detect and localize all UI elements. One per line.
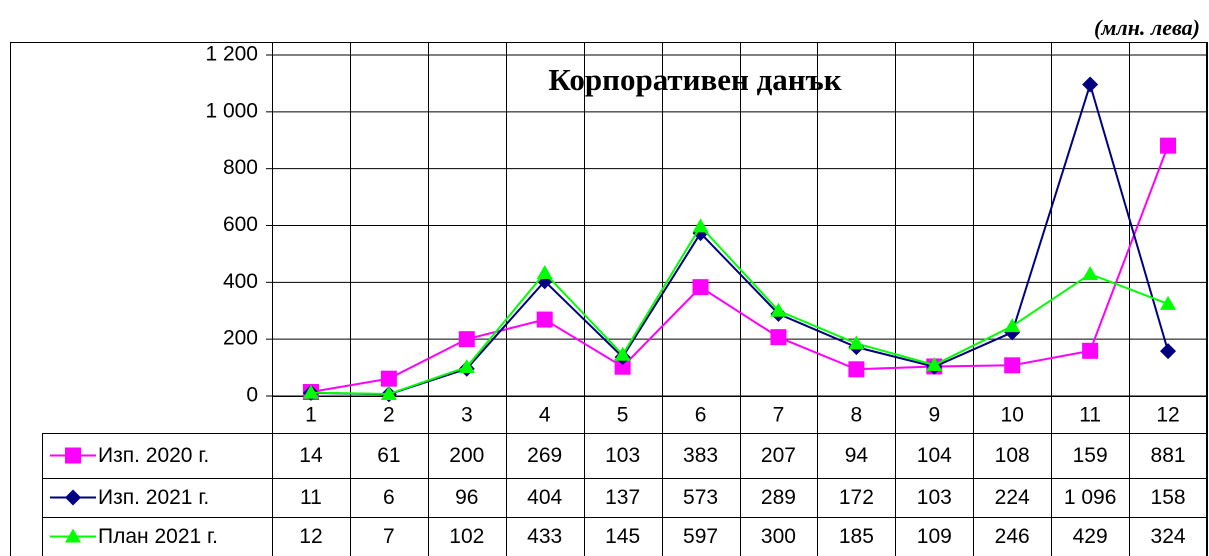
legend-label: Изп. 2020 г. bbox=[98, 444, 209, 467]
table-value: 96 bbox=[455, 486, 478, 509]
y-tick-label: 400 bbox=[223, 270, 258, 293]
marker bbox=[1004, 357, 1021, 374]
marker bbox=[848, 335, 865, 350]
x-tick-label: 9 bbox=[928, 404, 940, 427]
marker bbox=[458, 331, 475, 348]
table-value: 61 bbox=[377, 444, 400, 467]
table-value: 172 bbox=[839, 486, 874, 509]
series-line bbox=[310, 224, 1169, 396]
legend-label: План 2021 г. bbox=[98, 525, 218, 548]
table-value: 324 bbox=[1151, 525, 1186, 548]
table-value: 12 bbox=[299, 525, 322, 548]
marker bbox=[536, 311, 553, 328]
table-value: 200 bbox=[449, 444, 484, 467]
table-value: 14 bbox=[299, 444, 323, 467]
table-value: 7 bbox=[383, 525, 395, 548]
table-value: 404 bbox=[527, 486, 562, 509]
table-value: 158 bbox=[1151, 486, 1186, 509]
table-value: 289 bbox=[761, 486, 796, 509]
table-value: 224 bbox=[995, 486, 1030, 509]
table-value: 246 bbox=[995, 525, 1030, 548]
y-tick-label: 800 bbox=[223, 156, 258, 179]
series-line bbox=[310, 145, 1169, 394]
marker bbox=[536, 264, 553, 279]
y-tick-label: 1 200 bbox=[205, 43, 258, 66]
x-tick-label: 8 bbox=[851, 404, 863, 427]
marker bbox=[1082, 342, 1099, 359]
marker bbox=[1160, 343, 1177, 360]
marker bbox=[1160, 137, 1177, 154]
x-tick-label: 5 bbox=[617, 404, 629, 427]
marker bbox=[65, 489, 81, 506]
table-value: 11 bbox=[300, 486, 322, 509]
table-value: 185 bbox=[839, 525, 874, 548]
table-value: 597 bbox=[683, 525, 718, 548]
x-tick-label: 12 bbox=[1156, 404, 1179, 427]
table-value: 94 bbox=[845, 444, 869, 467]
table-value: 429 bbox=[1073, 525, 1108, 548]
legend-label: Изп. 2021 г. bbox=[98, 486, 209, 509]
x-tick-label: 7 bbox=[773, 404, 785, 427]
marker bbox=[65, 528, 81, 543]
y-tick-label: 0 bbox=[246, 384, 258, 407]
table-value: 1 096 bbox=[1064, 486, 1117, 509]
x-tick-label: 11 bbox=[1079, 404, 1101, 427]
marker bbox=[848, 361, 865, 378]
marker bbox=[380, 386, 397, 401]
table-value: 300 bbox=[761, 525, 796, 548]
x-tick-label: 4 bbox=[539, 404, 551, 427]
table-value: 269 bbox=[527, 444, 562, 467]
table-value: 6 bbox=[383, 486, 395, 509]
marker bbox=[770, 329, 787, 346]
marker bbox=[458, 359, 475, 374]
marker bbox=[1004, 318, 1021, 333]
x-tick-label: 1 bbox=[305, 404, 317, 427]
table-value: 573 bbox=[683, 486, 718, 509]
marker bbox=[302, 384, 319, 399]
table-value: 103 bbox=[917, 486, 952, 509]
table-value: 108 bbox=[995, 444, 1030, 467]
marker bbox=[692, 218, 709, 233]
x-tick-label: 3 bbox=[461, 404, 473, 427]
y-tick-label: 200 bbox=[223, 327, 258, 350]
x-tick-label: 6 bbox=[695, 404, 707, 427]
marker bbox=[692, 279, 709, 296]
marker bbox=[65, 447, 81, 464]
unit-label: (млн. лева) bbox=[1094, 15, 1200, 40]
marker bbox=[614, 346, 631, 361]
chart-border bbox=[10, 42, 1207, 556]
table-value: 433 bbox=[527, 525, 562, 548]
table-value: 881 bbox=[1151, 444, 1186, 467]
table-value: 104 bbox=[917, 444, 952, 467]
marker bbox=[1160, 295, 1177, 310]
marker bbox=[770, 302, 787, 317]
marker bbox=[380, 370, 397, 387]
marker bbox=[1082, 266, 1099, 281]
marker bbox=[614, 358, 631, 375]
table-value: 383 bbox=[683, 444, 718, 467]
table-value: 145 bbox=[605, 525, 640, 548]
marker bbox=[926, 357, 943, 372]
y-tick-label: 600 bbox=[223, 213, 258, 236]
table-value: 102 bbox=[449, 525, 484, 548]
table-value: 137 bbox=[605, 486, 640, 509]
table-value: 109 bbox=[917, 525, 952, 548]
table-value: 103 bbox=[605, 444, 640, 467]
x-tick-label: 2 bbox=[383, 404, 395, 427]
x-tick-label: 10 bbox=[1001, 404, 1024, 427]
marker bbox=[1082, 76, 1099, 93]
table-value: 207 bbox=[761, 444, 796, 467]
y-tick-label: 1 000 bbox=[205, 99, 258, 122]
table-value: 159 bbox=[1073, 444, 1108, 467]
series-line bbox=[310, 81, 1170, 396]
chart-title: Корпоративен данък bbox=[548, 62, 841, 97]
